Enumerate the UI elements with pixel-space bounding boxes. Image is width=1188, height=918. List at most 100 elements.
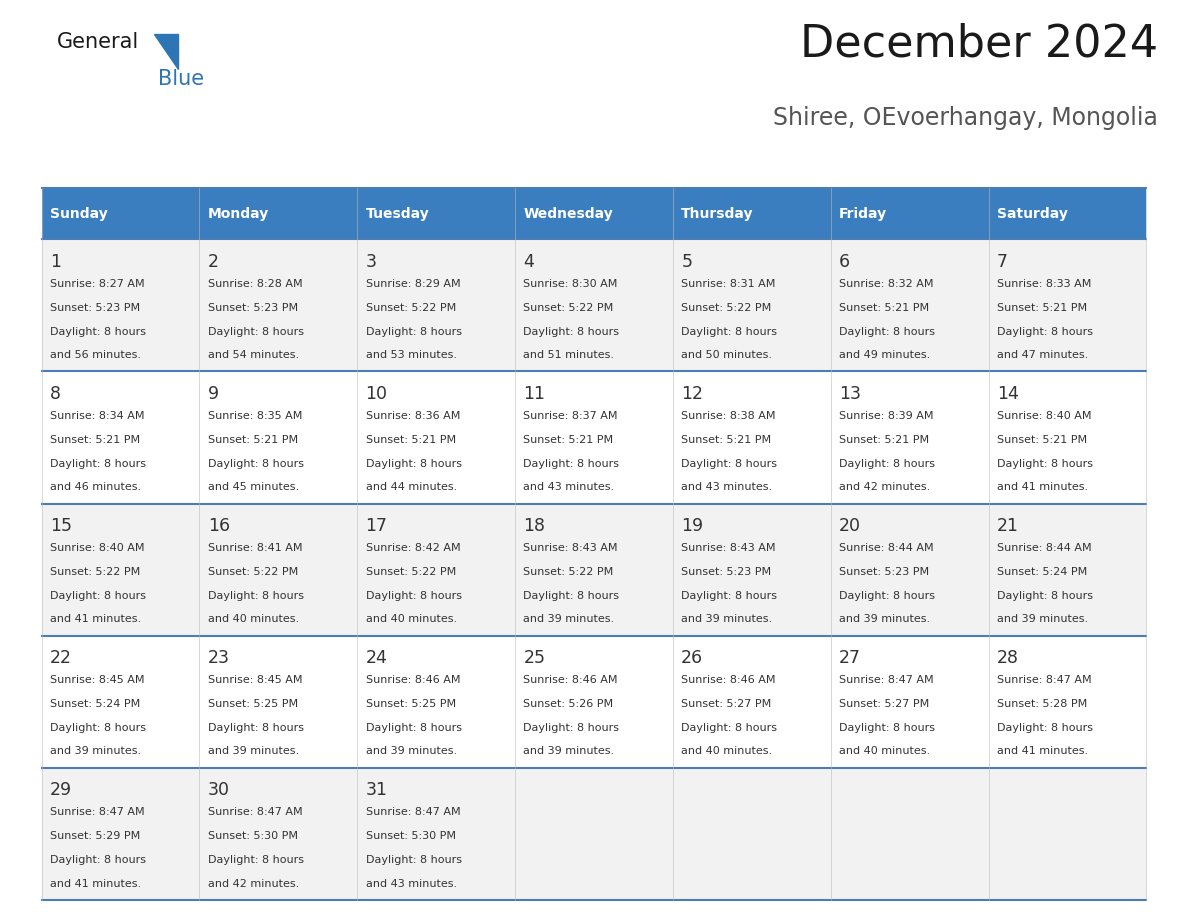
Text: Sunrise: 8:46 AM: Sunrise: 8:46 AM	[366, 675, 460, 685]
Text: 12: 12	[681, 385, 703, 403]
Text: Daylight: 8 hours: Daylight: 8 hours	[50, 590, 146, 600]
Text: Sunrise: 8:47 AM: Sunrise: 8:47 AM	[50, 807, 145, 817]
Text: Daylight: 8 hours: Daylight: 8 hours	[997, 590, 1093, 600]
Text: Sunrise: 8:41 AM: Sunrise: 8:41 AM	[208, 543, 302, 554]
Text: Sunset: 5:30 PM: Sunset: 5:30 PM	[208, 831, 298, 841]
Text: and 42 minutes.: and 42 minutes.	[208, 879, 299, 889]
Bar	[42, 635, 200, 767]
Text: Sunrise: 8:37 AM: Sunrise: 8:37 AM	[524, 411, 618, 421]
Polygon shape	[154, 34, 178, 69]
Text: Sunset: 5:24 PM: Sunset: 5:24 PM	[997, 567, 1087, 577]
Text: Monday: Monday	[208, 207, 268, 221]
Bar	[672, 372, 830, 503]
Text: Daylight: 8 hours: Daylight: 8 hours	[208, 722, 304, 733]
Bar	[516, 767, 672, 900]
Text: and 54 minutes.: and 54 minutes.	[208, 351, 299, 361]
Text: Sunset: 5:22 PM: Sunset: 5:22 PM	[524, 303, 614, 313]
Text: 28: 28	[997, 649, 1019, 666]
Text: Sunrise: 8:46 AM: Sunrise: 8:46 AM	[524, 675, 618, 685]
Text: Sunrise: 8:35 AM: Sunrise: 8:35 AM	[208, 411, 302, 421]
Text: Sunrise: 8:36 AM: Sunrise: 8:36 AM	[366, 411, 460, 421]
Text: Sunset: 5:23 PM: Sunset: 5:23 PM	[50, 303, 140, 313]
Bar	[516, 188, 672, 240]
Text: and 39 minutes.: and 39 minutes.	[839, 614, 930, 624]
Bar	[200, 372, 358, 503]
Text: Sunrise: 8:47 AM: Sunrise: 8:47 AM	[366, 807, 460, 817]
Text: 1: 1	[50, 252, 61, 271]
Text: 5: 5	[681, 252, 693, 271]
Bar	[830, 503, 988, 635]
Text: Sunset: 5:21 PM: Sunset: 5:21 PM	[681, 435, 771, 445]
Bar	[42, 372, 200, 503]
Text: and 39 minutes.: and 39 minutes.	[681, 614, 772, 624]
Text: Sunset: 5:21 PM: Sunset: 5:21 PM	[997, 303, 1087, 313]
Text: Daylight: 8 hours: Daylight: 8 hours	[208, 590, 304, 600]
Text: Daylight: 8 hours: Daylight: 8 hours	[50, 855, 146, 865]
Text: Saturday: Saturday	[997, 207, 1068, 221]
Text: 27: 27	[839, 649, 861, 666]
Text: 3: 3	[366, 252, 377, 271]
Text: Sunrise: 8:42 AM: Sunrise: 8:42 AM	[366, 543, 460, 554]
Bar	[516, 635, 672, 767]
Text: 2: 2	[208, 252, 219, 271]
Text: Sunrise: 8:28 AM: Sunrise: 8:28 AM	[208, 279, 303, 289]
Bar	[988, 635, 1146, 767]
Text: Sunrise: 8:32 AM: Sunrise: 8:32 AM	[839, 279, 934, 289]
Text: Sunrise: 8:46 AM: Sunrise: 8:46 AM	[681, 675, 776, 685]
Text: and 41 minutes.: and 41 minutes.	[997, 482, 1088, 492]
Text: Sunrise: 8:27 AM: Sunrise: 8:27 AM	[50, 279, 145, 289]
Text: Daylight: 8 hours: Daylight: 8 hours	[366, 855, 462, 865]
Text: 19: 19	[681, 517, 703, 534]
Text: Sunset: 5:29 PM: Sunset: 5:29 PM	[50, 831, 140, 841]
Bar	[988, 767, 1146, 900]
Bar	[988, 503, 1146, 635]
Text: and 41 minutes.: and 41 minutes.	[50, 879, 141, 889]
Text: and 41 minutes.: and 41 minutes.	[50, 614, 141, 624]
Text: Sunrise: 8:30 AM: Sunrise: 8:30 AM	[524, 279, 618, 289]
Bar	[672, 188, 830, 240]
Bar	[358, 188, 516, 240]
Text: Daylight: 8 hours: Daylight: 8 hours	[50, 327, 146, 337]
Text: Sunset: 5:22 PM: Sunset: 5:22 PM	[524, 567, 614, 577]
Text: Daylight: 8 hours: Daylight: 8 hours	[524, 459, 619, 468]
Text: Sunset: 5:21 PM: Sunset: 5:21 PM	[524, 435, 613, 445]
Text: 7: 7	[997, 252, 1007, 271]
Bar	[516, 503, 672, 635]
Text: 13: 13	[839, 385, 861, 403]
Bar	[200, 503, 358, 635]
Text: 6: 6	[839, 252, 851, 271]
Text: Sunrise: 8:38 AM: Sunrise: 8:38 AM	[681, 411, 776, 421]
Text: Sunrise: 8:31 AM: Sunrise: 8:31 AM	[681, 279, 776, 289]
Bar	[358, 240, 516, 372]
Text: Daylight: 8 hours: Daylight: 8 hours	[366, 327, 462, 337]
Text: Thursday: Thursday	[681, 207, 753, 221]
Text: Sunset: 5:25 PM: Sunset: 5:25 PM	[366, 699, 456, 709]
Text: Sunrise: 8:33 AM: Sunrise: 8:33 AM	[997, 279, 1092, 289]
Bar	[672, 767, 830, 900]
Text: December 2024: December 2024	[801, 23, 1158, 66]
Bar	[42, 503, 200, 635]
Text: 21: 21	[997, 517, 1019, 534]
Bar	[672, 635, 830, 767]
Text: Daylight: 8 hours: Daylight: 8 hours	[366, 590, 462, 600]
Text: Sunday: Sunday	[50, 207, 108, 221]
Text: Sunset: 5:23 PM: Sunset: 5:23 PM	[208, 303, 298, 313]
Text: Sunset: 5:30 PM: Sunset: 5:30 PM	[366, 831, 455, 841]
Text: Sunset: 5:21 PM: Sunset: 5:21 PM	[839, 303, 929, 313]
Text: and 41 minutes.: and 41 minutes.	[997, 746, 1088, 756]
Text: Sunrise: 8:29 AM: Sunrise: 8:29 AM	[366, 279, 460, 289]
Text: Daylight: 8 hours: Daylight: 8 hours	[839, 590, 935, 600]
Bar	[200, 635, 358, 767]
Text: 29: 29	[50, 781, 72, 799]
Text: Sunset: 5:26 PM: Sunset: 5:26 PM	[524, 699, 613, 709]
Bar	[42, 767, 200, 900]
Text: Daylight: 8 hours: Daylight: 8 hours	[839, 722, 935, 733]
Text: and 50 minutes.: and 50 minutes.	[681, 351, 772, 361]
Bar	[358, 767, 516, 900]
Text: and 39 minutes.: and 39 minutes.	[366, 746, 456, 756]
Text: 4: 4	[524, 252, 535, 271]
Text: Sunrise: 8:40 AM: Sunrise: 8:40 AM	[50, 543, 145, 554]
Bar	[200, 188, 358, 240]
Text: Sunset: 5:22 PM: Sunset: 5:22 PM	[366, 567, 456, 577]
Text: Sunrise: 8:45 AM: Sunrise: 8:45 AM	[50, 675, 145, 685]
